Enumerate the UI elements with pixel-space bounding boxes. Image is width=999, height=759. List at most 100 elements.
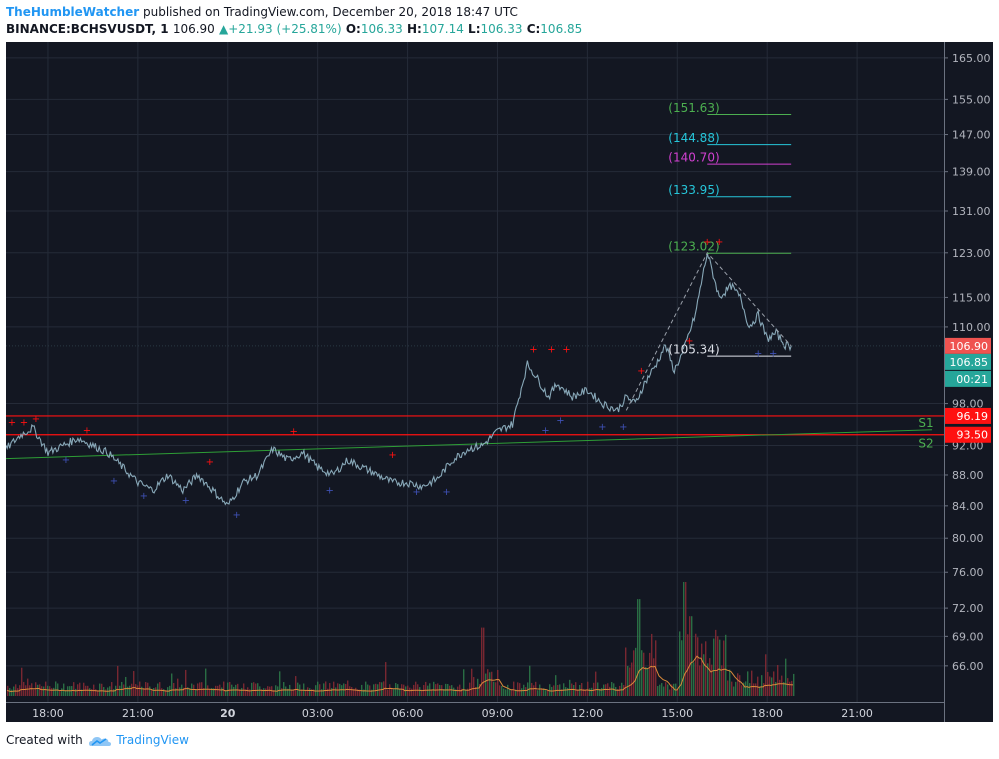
- pivot-high-marker: +: [388, 450, 396, 461]
- volume-bar: [495, 682, 497, 696]
- volume-bar: [335, 687, 337, 696]
- volume-bar: [83, 682, 85, 696]
- volume-bar: [439, 685, 441, 696]
- volume-bar: [151, 689, 153, 696]
- x-tick-label: 15:00: [661, 707, 693, 720]
- volume-bar: [543, 688, 545, 696]
- volume-bar: [769, 676, 771, 696]
- created-with-text: Created with: [6, 733, 83, 747]
- volume-bar: [441, 685, 443, 696]
- volume-bar: [431, 689, 433, 696]
- trend-line: [6, 429, 933, 460]
- volume-ma-line: [6, 655, 794, 693]
- volume-bar: [221, 687, 223, 696]
- volume-bar: [209, 688, 211, 696]
- volume-bar: [157, 683, 159, 696]
- volume-bar: [309, 688, 311, 696]
- volume-bar: [615, 686, 617, 696]
- volume-bar: [367, 684, 369, 696]
- volume-bar: [131, 683, 133, 696]
- author-link[interactable]: TheHumbleWatcher: [6, 5, 140, 19]
- volume-bar: [175, 688, 177, 696]
- symbol-name[interactable]: BINANCE:BCHSVUSDT, 1: [6, 22, 169, 36]
- y-tick-label: 88.00: [952, 469, 984, 482]
- volume-bar: [211, 688, 213, 696]
- volume-bar: [745, 681, 747, 696]
- price-tag-text-last: 106.90: [950, 340, 989, 353]
- volume-bar: [61, 688, 63, 696]
- price-tag-countdown: [945, 370, 991, 387]
- volume-bar: [245, 689, 247, 696]
- volume-bar: [629, 667, 631, 696]
- volume-bar: [733, 686, 735, 696]
- volume-bar: [775, 682, 777, 696]
- volume-bar: [511, 689, 513, 696]
- volume-bar: [11, 689, 13, 696]
- volume-bar: [481, 627, 483, 696]
- pivot-low-marker: +: [598, 422, 606, 433]
- pivot-high-marker: +: [547, 345, 555, 356]
- pivot-low-marker: +: [769, 349, 777, 360]
- volume-bar: [703, 654, 705, 696]
- volume-bar: [233, 686, 235, 696]
- volume-bar: [489, 672, 491, 696]
- volume-bar: [41, 686, 43, 696]
- volume-bar: [101, 683, 103, 696]
- price-chart[interactable]: 165.00 155.00 147.00 139.00 131.00 123.00 115.…: [6, 42, 993, 722]
- volume-bar: [549, 684, 551, 696]
- volume-bar: [269, 686, 271, 696]
- last-price: 106.90: [172, 22, 215, 36]
- volume-bar: [757, 676, 759, 696]
- y-tick-label: 72.00: [952, 602, 984, 615]
- close-label: C:: [526, 22, 541, 36]
- volume-bar: [305, 690, 307, 696]
- volume-bar: [529, 665, 531, 696]
- volume-bar: [623, 684, 625, 696]
- volume-bar: [577, 689, 579, 696]
- volume-bar: [241, 687, 243, 696]
- fib-level-label: (144.88): [668, 131, 719, 145]
- volume-bar: [761, 675, 763, 696]
- pivot-high-marker: +: [703, 237, 711, 248]
- volume-bar: [667, 684, 669, 696]
- volume-bar: [599, 688, 601, 696]
- volume-bar: [183, 687, 185, 696]
- volume-bar: [279, 671, 281, 696]
- volume-bar: [59, 690, 61, 696]
- volume-bar: [411, 688, 413, 696]
- plot-area: [6, 42, 944, 702]
- volume-bar: [785, 658, 787, 696]
- volume-bar: [329, 683, 331, 696]
- volume-bar: [359, 689, 361, 696]
- volume-bar: [569, 679, 571, 696]
- pivot-low-marker: +: [140, 491, 148, 502]
- volume-bar: [225, 690, 227, 696]
- volume-bar: [263, 688, 265, 696]
- pivot-high-marker: +: [83, 425, 91, 436]
- volume-bar: [685, 582, 687, 696]
- volume-bar: [111, 682, 113, 696]
- volume-bar: [33, 689, 35, 696]
- volume-bar: [779, 679, 781, 696]
- volume-bar: [717, 636, 719, 696]
- volume-bar: [509, 689, 511, 696]
- y-tick-label: 115.00: [952, 291, 991, 304]
- volume-bar: [743, 682, 745, 696]
- volume-bar: [155, 687, 157, 696]
- low-label: L:: [468, 22, 481, 36]
- tradingview-link[interactable]: TradingView: [116, 733, 189, 747]
- volume-bar: [353, 688, 355, 696]
- volume-bar: [159, 682, 161, 696]
- volume-bar: [787, 678, 789, 696]
- pivot-high-marker: +: [529, 345, 537, 356]
- y-tick-label: 131.00: [952, 205, 991, 218]
- volume-bar: [605, 684, 607, 696]
- volume-bar: [39, 684, 41, 696]
- volume-bar: [545, 690, 547, 696]
- volume-bar: [331, 688, 333, 696]
- volume-bar: [355, 687, 357, 696]
- volume-bar: [87, 685, 89, 696]
- x-tick-label: 18:00: [32, 707, 64, 720]
- volume-bar: [503, 688, 505, 696]
- pivot-high-marker: +: [8, 418, 16, 429]
